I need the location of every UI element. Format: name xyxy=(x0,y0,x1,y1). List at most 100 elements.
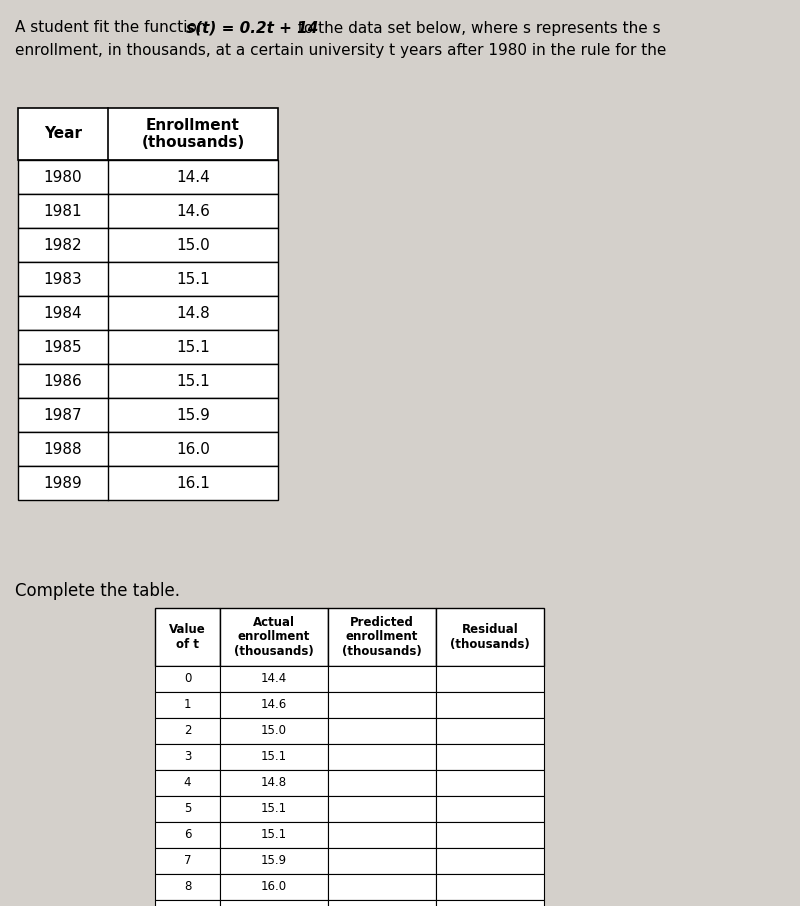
Text: 14.6: 14.6 xyxy=(176,204,210,218)
Text: Complete the table.: Complete the table. xyxy=(15,582,180,600)
Text: 2: 2 xyxy=(184,725,191,737)
Bar xyxy=(328,900,436,906)
Text: 1987: 1987 xyxy=(44,408,82,422)
Text: Residual
(thousands): Residual (thousands) xyxy=(450,623,530,651)
Text: 15.1: 15.1 xyxy=(261,828,287,842)
Bar xyxy=(328,796,436,822)
Text: 1985: 1985 xyxy=(44,340,82,354)
Text: 5: 5 xyxy=(184,803,191,815)
Bar xyxy=(220,848,328,874)
Bar xyxy=(18,194,278,228)
Bar xyxy=(220,744,328,770)
Text: 7: 7 xyxy=(184,854,191,868)
Text: 15.1: 15.1 xyxy=(176,272,210,286)
Text: 1980: 1980 xyxy=(44,169,82,185)
Bar xyxy=(436,900,544,906)
Text: Year: Year xyxy=(44,127,82,141)
Bar xyxy=(328,692,436,718)
Text: s(t) = 0.2t + 14: s(t) = 0.2t + 14 xyxy=(186,21,319,35)
Text: to the data set below, where s represents the s: to the data set below, where s represent… xyxy=(293,21,661,35)
Text: 1: 1 xyxy=(184,699,191,711)
Bar xyxy=(436,848,544,874)
Bar xyxy=(18,108,278,160)
Bar xyxy=(220,608,328,666)
Bar xyxy=(328,718,436,744)
Bar xyxy=(328,822,436,848)
Bar xyxy=(220,770,328,796)
Bar xyxy=(220,692,328,718)
Text: 1983: 1983 xyxy=(44,272,82,286)
Bar xyxy=(328,608,436,666)
Text: 1981: 1981 xyxy=(44,204,82,218)
Bar xyxy=(328,848,436,874)
Bar xyxy=(155,822,220,848)
Bar xyxy=(18,466,278,500)
Text: 14.8: 14.8 xyxy=(176,305,210,321)
Bar xyxy=(18,228,278,262)
Bar xyxy=(18,296,278,330)
Bar xyxy=(220,822,328,848)
Bar xyxy=(155,666,220,692)
Text: 15.0: 15.0 xyxy=(176,237,210,253)
Bar xyxy=(155,770,220,796)
Bar xyxy=(18,398,278,432)
Text: 15.9: 15.9 xyxy=(176,408,210,422)
Bar xyxy=(155,874,220,900)
Text: 15.1: 15.1 xyxy=(176,373,210,389)
Text: 1984: 1984 xyxy=(44,305,82,321)
Bar xyxy=(220,718,328,744)
Bar xyxy=(155,900,220,906)
Text: 3: 3 xyxy=(184,750,191,764)
Text: Actual
enrollment
(thousands): Actual enrollment (thousands) xyxy=(234,615,314,659)
Bar xyxy=(436,770,544,796)
Bar xyxy=(220,796,328,822)
Text: 14.4: 14.4 xyxy=(261,672,287,686)
Text: 14.6: 14.6 xyxy=(261,699,287,711)
Bar xyxy=(18,330,278,364)
Bar xyxy=(155,608,220,666)
Text: 8: 8 xyxy=(184,881,191,893)
Bar xyxy=(220,874,328,900)
Text: 16.0: 16.0 xyxy=(176,441,210,457)
Bar xyxy=(436,666,544,692)
Bar xyxy=(436,718,544,744)
Bar xyxy=(436,744,544,770)
Bar xyxy=(155,796,220,822)
Bar xyxy=(155,848,220,874)
Bar xyxy=(328,770,436,796)
Text: enrollment, in thousands, at a certain university t years after 1980 in the rule: enrollment, in thousands, at a certain u… xyxy=(15,43,666,57)
Bar xyxy=(155,718,220,744)
Bar xyxy=(18,432,278,466)
Bar xyxy=(18,364,278,398)
Text: 6: 6 xyxy=(184,828,191,842)
Bar xyxy=(436,608,544,666)
Text: Predicted
enrollment
(thousands): Predicted enrollment (thousands) xyxy=(342,615,422,659)
Text: 1986: 1986 xyxy=(44,373,82,389)
Bar xyxy=(18,262,278,296)
Text: 15.9: 15.9 xyxy=(261,854,287,868)
Bar xyxy=(436,692,544,718)
Bar xyxy=(18,160,278,194)
Text: 15.0: 15.0 xyxy=(261,725,287,737)
Bar xyxy=(436,822,544,848)
Text: A student fit the function: A student fit the function xyxy=(15,21,211,35)
Bar xyxy=(328,874,436,900)
Text: 0: 0 xyxy=(184,672,191,686)
Text: Enrollment
(thousands): Enrollment (thousands) xyxy=(142,118,245,150)
Bar xyxy=(436,796,544,822)
Text: 16.0: 16.0 xyxy=(261,881,287,893)
Text: 4: 4 xyxy=(184,776,191,789)
Text: 1982: 1982 xyxy=(44,237,82,253)
Text: 14.8: 14.8 xyxy=(261,776,287,789)
Bar xyxy=(155,744,220,770)
Bar xyxy=(220,900,328,906)
Bar xyxy=(328,666,436,692)
Bar xyxy=(328,744,436,770)
Text: 15.1: 15.1 xyxy=(261,750,287,764)
Text: 15.1: 15.1 xyxy=(176,340,210,354)
Text: 1989: 1989 xyxy=(44,476,82,490)
Text: Value
of t: Value of t xyxy=(169,623,206,651)
Text: 16.1: 16.1 xyxy=(176,476,210,490)
Bar xyxy=(436,874,544,900)
Text: 14.4: 14.4 xyxy=(176,169,210,185)
